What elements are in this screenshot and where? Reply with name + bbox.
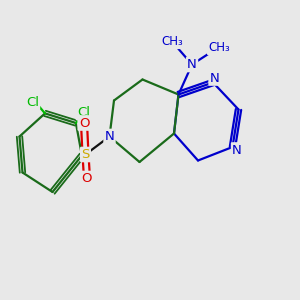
Text: N: N	[187, 58, 197, 71]
Text: CH₃: CH₃	[162, 35, 183, 48]
Text: N: N	[105, 130, 114, 143]
Text: N: N	[232, 143, 242, 157]
Text: O: O	[82, 172, 92, 185]
Text: Cl: Cl	[26, 95, 39, 109]
Text: O: O	[79, 116, 89, 130]
Text: S: S	[81, 148, 90, 161]
Text: Cl: Cl	[77, 106, 90, 119]
Text: CH₃: CH₃	[208, 41, 230, 54]
Text: N: N	[210, 71, 219, 85]
